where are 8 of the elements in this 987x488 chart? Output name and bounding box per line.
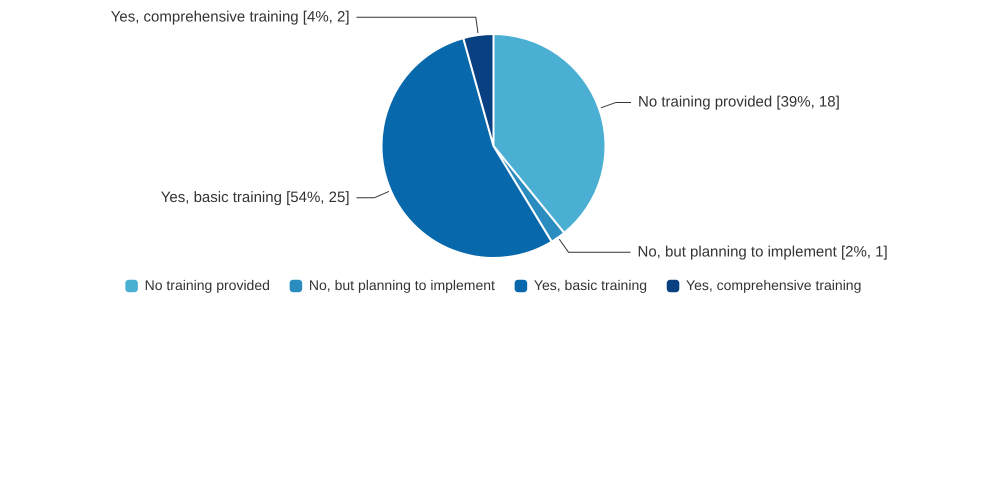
category-label: Yes, comprehensive training [4%, 2]: [110, 8, 350, 26]
legend-label: Yes, comprehensive training: [686, 276, 862, 293]
category-label: No training provided [39%, 18]: [638, 94, 840, 111]
category-label: No, but planning to implement [2%, 1]: [638, 243, 888, 260]
category-label: Yes, basic training [54%, 25]: [160, 188, 350, 206]
legend-label: No, but planning to implement: [308, 276, 496, 293]
legend-label: No training provided: [144, 276, 270, 293]
legend-label: Yes, basic training: [534, 276, 648, 293]
